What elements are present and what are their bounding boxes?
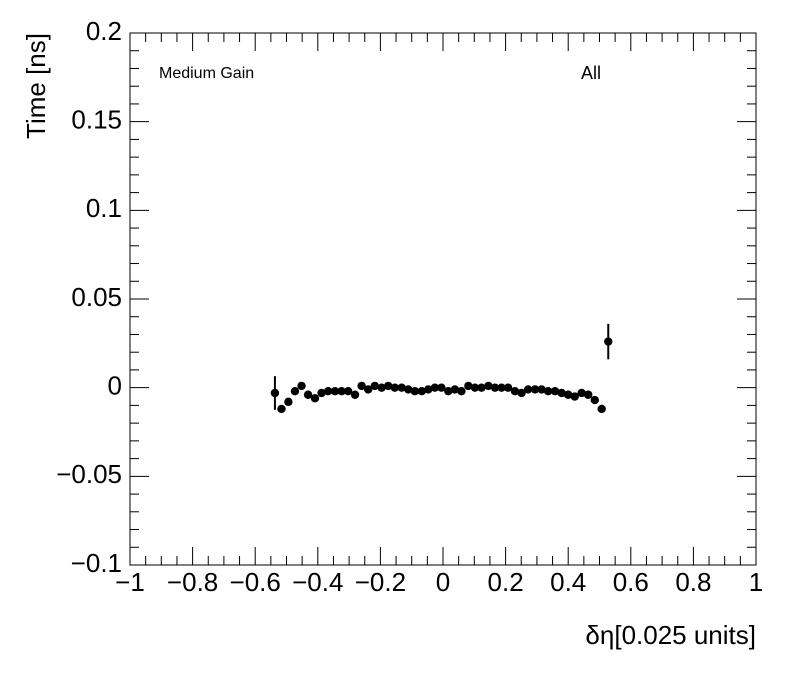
data-point xyxy=(604,337,613,346)
data-point xyxy=(584,390,593,399)
data-point xyxy=(444,387,453,396)
data-point xyxy=(303,390,313,399)
x-tick-label: −0.8 xyxy=(167,567,218,597)
data-point xyxy=(290,387,300,396)
data-point xyxy=(417,387,426,396)
data-point xyxy=(370,381,379,391)
x-tick-label: 0.8 xyxy=(675,567,711,597)
x-tick-label: 0.4 xyxy=(550,567,586,597)
data-point xyxy=(457,387,466,396)
data-point xyxy=(530,385,540,394)
data-point xyxy=(284,397,293,407)
data-point xyxy=(384,381,393,391)
data-point xyxy=(543,387,553,396)
data-point xyxy=(410,387,420,396)
data-point xyxy=(484,381,493,391)
x-tick-label: −0.6 xyxy=(230,567,281,597)
data-point xyxy=(510,387,520,396)
data-point xyxy=(297,381,306,391)
data-point xyxy=(470,383,480,392)
data-point xyxy=(343,387,353,396)
data-point xyxy=(557,388,566,398)
data-point xyxy=(490,383,500,392)
y-tick-label: 0 xyxy=(108,371,122,401)
data-point xyxy=(323,387,333,396)
data-point xyxy=(363,385,373,394)
data-point xyxy=(270,388,280,398)
data-point xyxy=(377,383,386,392)
data-point xyxy=(497,383,506,392)
data-point xyxy=(424,385,433,394)
data-point xyxy=(330,387,340,396)
data-point xyxy=(404,385,413,394)
data-point xyxy=(350,390,360,399)
data-point xyxy=(597,404,606,414)
y-tick-label: −0.1 xyxy=(71,548,122,578)
x-tick-label: −0.4 xyxy=(292,567,343,597)
x-tick-label: 1 xyxy=(749,567,763,597)
data-point xyxy=(430,383,440,392)
data-point xyxy=(464,381,473,391)
data-point xyxy=(537,385,546,394)
data-point xyxy=(564,390,573,399)
data-point xyxy=(437,383,446,392)
data-point xyxy=(390,383,399,392)
data-point xyxy=(517,388,526,398)
y-axis-label: Time [ns] xyxy=(21,33,51,139)
data-point xyxy=(277,404,286,414)
data-point xyxy=(477,383,486,392)
y-tick-label: 0.1 xyxy=(86,193,122,223)
x-tick-label: 0.6 xyxy=(613,567,649,597)
data-point xyxy=(397,383,406,392)
data-point xyxy=(503,383,513,392)
data-point xyxy=(523,385,533,394)
plot-frame xyxy=(129,32,757,566)
x-tick-label: −0.2 xyxy=(355,567,406,597)
data-point xyxy=(570,392,579,401)
y-tick-label: 0.2 xyxy=(86,16,122,46)
data-point xyxy=(590,395,600,405)
y-tick-label: 0.05 xyxy=(71,282,122,312)
y-tick-label: −0.05 xyxy=(56,459,122,489)
x-tick-label: 0.2 xyxy=(488,567,524,597)
data-point xyxy=(550,387,560,396)
x-tick-label: 0 xyxy=(436,567,450,597)
data-point xyxy=(310,394,320,403)
annotation: Medium Gain xyxy=(159,65,254,82)
data-point xyxy=(357,381,366,391)
x-tick-label: −1 xyxy=(115,567,145,597)
annotation: All xyxy=(581,63,601,83)
data-point xyxy=(337,387,346,396)
data-point xyxy=(450,385,460,394)
x-axis-label: δη[0.025 units] xyxy=(585,620,756,650)
data-point xyxy=(577,388,586,398)
y-tick-label: 0.15 xyxy=(71,105,122,135)
data-point xyxy=(317,388,326,398)
